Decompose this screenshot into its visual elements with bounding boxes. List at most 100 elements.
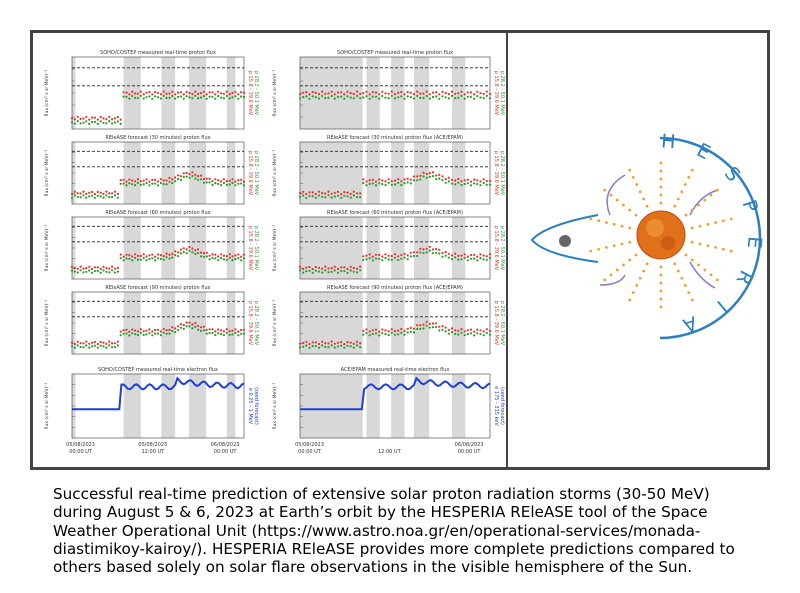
- trace-dot: [154, 255, 157, 258]
- trace-dot: [73, 194, 76, 197]
- trace-dot: [321, 90, 324, 93]
- trace-dot: [409, 330, 412, 333]
- trace-dot: [122, 182, 125, 185]
- field-line: [606, 174, 626, 216]
- trace-dot: [194, 249, 197, 252]
- trace-dot: [460, 90, 463, 93]
- trace-dot: [352, 346, 355, 349]
- trace-dot: [102, 269, 105, 272]
- trace-dot: [148, 184, 151, 187]
- trace-dot: [111, 346, 114, 349]
- trace-dot: [151, 182, 154, 185]
- trace-dot: [156, 96, 160, 99]
- trace-dot: [336, 271, 340, 274]
- trace-dot: [88, 346, 91, 349]
- trace-dot: [199, 326, 203, 329]
- trace-dot: [156, 184, 160, 187]
- trace-dot: [125, 180, 128, 183]
- trace-dot: [73, 190, 76, 193]
- panel: REleASE forecast (30 minutes) proton flu…: [272, 135, 505, 205]
- trace-dot: [231, 259, 234, 262]
- x-tick-label: 00:00 UT: [214, 449, 238, 455]
- ray-dot: [638, 190, 642, 194]
- trace-dot: [441, 325, 444, 328]
- trace-dot: [182, 175, 185, 178]
- trace-dot: [412, 251, 416, 254]
- shade-band: [391, 374, 405, 438]
- trace-dot: [136, 330, 139, 333]
- trace-dot: [217, 328, 220, 331]
- trace-dot: [145, 178, 148, 181]
- trace-dot: [202, 181, 205, 184]
- ray-dot: [690, 240, 694, 244]
- trace-dot: [214, 178, 217, 181]
- trace-dot: [317, 190, 321, 193]
- trace-dot: [191, 251, 194, 254]
- trace-dot: [82, 117, 85, 120]
- trace-dot: [324, 269, 327, 272]
- trace-dot: [234, 95, 237, 98]
- trace-dot: [142, 183, 145, 186]
- trace-dot: [469, 332, 473, 335]
- trace-dot: [482, 97, 485, 100]
- trace-dot: [222, 181, 225, 184]
- trace-dot: [76, 344, 79, 347]
- trace-dot: [368, 93, 371, 96]
- trace-dot: [70, 121, 74, 124]
- trace-dot: [194, 322, 197, 325]
- trace-dot: [237, 334, 240, 337]
- trace-dot: [428, 245, 431, 248]
- ray-dot: [659, 193, 663, 197]
- trace-dot: [165, 256, 168, 259]
- trace-dot: [93, 196, 96, 199]
- trace-dot: [390, 183, 393, 186]
- trace-dot: [374, 257, 378, 260]
- trace-dot: [466, 255, 469, 258]
- shade-band: [161, 217, 176, 279]
- trace-dot: [365, 95, 368, 98]
- trace-dot: [311, 191, 314, 194]
- ray-dot: [709, 193, 713, 197]
- trace-dot: [234, 180, 237, 183]
- trace-dot: [171, 182, 174, 185]
- trace-dot: [228, 330, 231, 333]
- trace-dot: [102, 265, 105, 268]
- trace-dot: [228, 256, 231, 259]
- trace-dot: [473, 97, 476, 100]
- trace-dot: [159, 178, 162, 181]
- ray-dot: [659, 297, 663, 301]
- trace-dot: [99, 120, 102, 123]
- trace-dot: [460, 183, 463, 187]
- trace-dot: [231, 91, 234, 95]
- trace-dot: [469, 253, 473, 257]
- trace-dot: [438, 329, 441, 332]
- trace-dot: [197, 328, 200, 331]
- trace-dot: [151, 253, 154, 256]
- trace-dot: [324, 345, 327, 348]
- trace-dot: [202, 177, 205, 181]
- trace-dot: [450, 331, 454, 334]
- trace-dot: [374, 180, 378, 183]
- trace-dot: [234, 328, 237, 331]
- trace-dot: [428, 249, 431, 252]
- trace-dot: [387, 97, 390, 100]
- y-label: flux (cm² s sr MeV)⁻¹: [44, 299, 50, 346]
- trace-dot: [346, 271, 349, 274]
- ray-dot: [721, 247, 725, 251]
- trace-dot: [476, 179, 479, 182]
- trace-dot: [159, 334, 162, 337]
- ray-dot: [715, 278, 719, 282]
- trace-dot: [165, 183, 168, 186]
- panel: REleASE forecast (60 minutes) proton flu…: [44, 210, 259, 280]
- trace-dot: [416, 251, 419, 254]
- trace-dot: [416, 175, 419, 178]
- trace-dot: [222, 258, 225, 261]
- trace-dot: [156, 253, 160, 256]
- trace-dot: [165, 96, 168, 100]
- trace-dot: [473, 93, 476, 96]
- trace-dot: [463, 182, 466, 186]
- trace-dot: [116, 344, 119, 347]
- trace-dot: [400, 253, 403, 257]
- trace-dot: [403, 333, 406, 336]
- trace-dot: [435, 251, 438, 254]
